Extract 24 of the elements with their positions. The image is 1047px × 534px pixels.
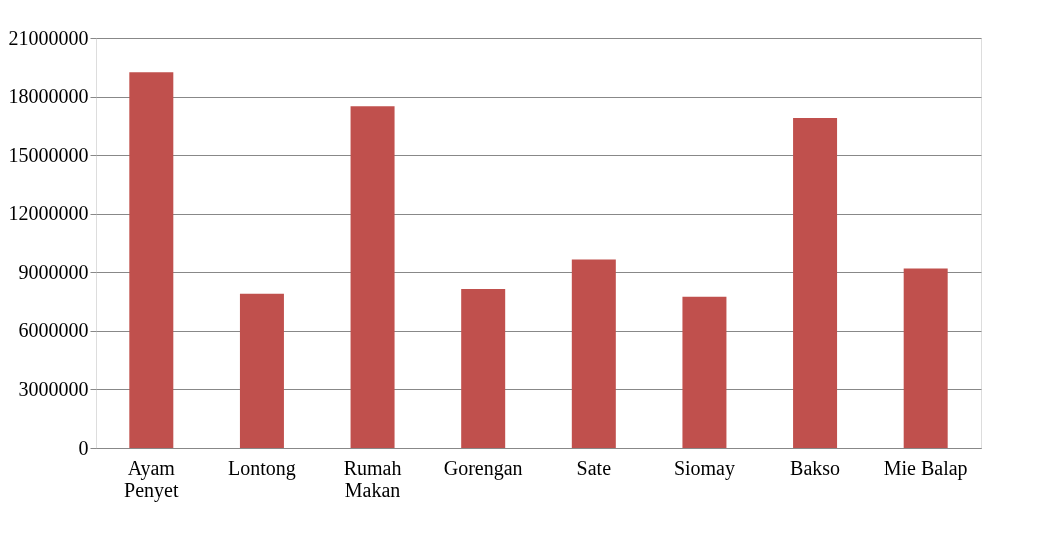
x-tick-label: Gorengan xyxy=(443,456,523,480)
bar xyxy=(571,259,616,448)
bar xyxy=(461,288,506,448)
x-tick-label: Rumah Makan xyxy=(343,456,402,501)
x-tick-label: Bakso xyxy=(790,456,841,479)
y-tick-label: 15000000 xyxy=(8,143,89,166)
x-tick-label: Siomay xyxy=(673,456,735,480)
y-tick-label: 0 xyxy=(78,436,89,459)
bar xyxy=(239,293,284,448)
x-tick-label: Sate xyxy=(576,456,612,479)
bar xyxy=(903,268,948,448)
y-tick-label: 3000000 xyxy=(18,377,89,400)
y-tick-label: 6000000 xyxy=(18,319,89,342)
x-tick-label: Ayam Penyet xyxy=(124,456,179,502)
y-tick-label: 9000000 xyxy=(18,260,89,283)
x-tick-label: Mie Balap xyxy=(883,456,968,480)
bar xyxy=(350,106,395,448)
bar xyxy=(793,118,838,448)
y-tick-label: 21000000 xyxy=(8,26,89,49)
bar xyxy=(682,296,727,448)
y-tick-label: 12000000 xyxy=(8,202,89,225)
y-tick-label: 18000000 xyxy=(8,85,89,108)
x-tick-label: Lontong xyxy=(228,456,296,480)
bar xyxy=(129,72,174,448)
